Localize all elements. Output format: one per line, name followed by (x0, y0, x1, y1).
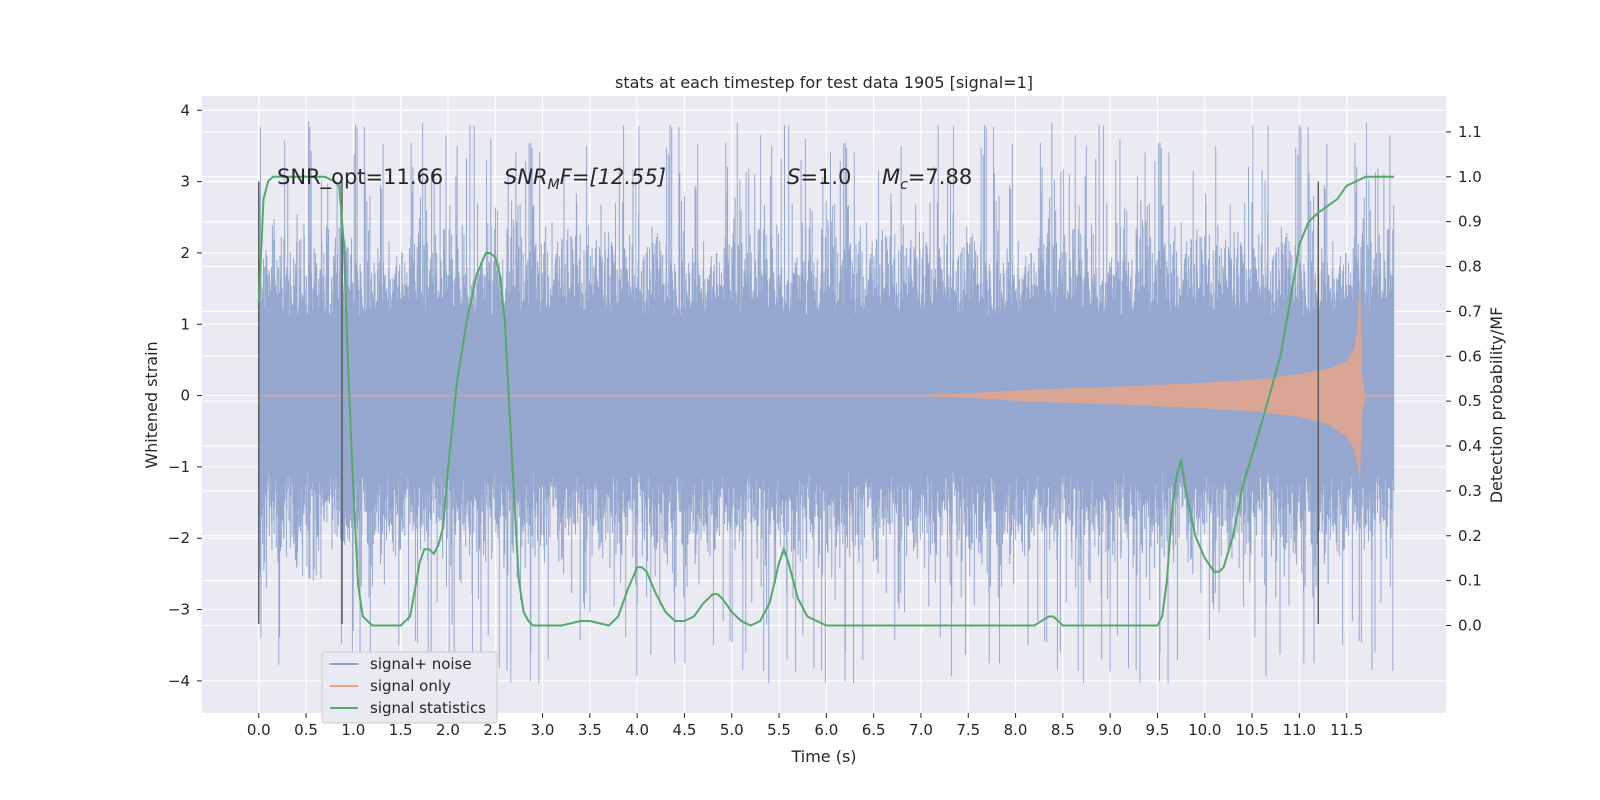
y-left-tick-label: 1 (180, 315, 190, 333)
y-right-tick-label: 0.6 (1458, 347, 1482, 365)
y-right-tick-label: 0.5 (1458, 392, 1482, 410)
y-right-tick-label: 0.8 (1458, 258, 1482, 276)
x-tick-label: 7.0 (909, 721, 933, 739)
annotation-s: S=1.0 (787, 165, 851, 189)
x-tick-label: 1.5 (389, 721, 413, 739)
x-tick-label: 3.0 (531, 721, 555, 739)
y-axis-left-ticks: −4 −3 −2 −1 0 1 2 3 4 (168, 101, 202, 690)
legend: signal+ noise signal only signal statist… (321, 651, 498, 724)
y-left-tick-label: −2 (168, 529, 190, 547)
x-tick-label: 0.0 (247, 721, 271, 739)
y-right-tick-label: 0.9 (1458, 213, 1482, 231)
x-tick-label: 5.0 (720, 721, 744, 739)
annotation-snr-mf: SNRMF=[12.55] (504, 165, 666, 193)
y-left-tick-label: 4 (180, 101, 190, 119)
x-tick-label: 10.0 (1188, 721, 1221, 739)
y-right-tick-label: 0.7 (1458, 302, 1482, 320)
annotation-mc-subscript: c (900, 177, 908, 193)
annotation-mc: Mc=7.88 (882, 165, 972, 193)
x-tick-label: 9.5 (1146, 721, 1170, 739)
vertical-markers (258, 181, 1319, 624)
x-tick-label: 2.5 (483, 721, 507, 739)
x-tick-label: 6.0 (814, 721, 838, 739)
series-signal-only (258, 260, 1394, 485)
y-axis-right-ticks: 0.0 0.1 0.2 0.3 0.4 0.5 0.6 0.7 0.8 0.9 1.0 1.1 (1446, 123, 1482, 634)
annotation-snr-mf-symbol: SNR (504, 165, 548, 189)
annotation-mc-value: =7.88 (908, 165, 972, 189)
y-left-tick-label: −4 (168, 672, 190, 690)
x-tick-label: 7.5 (956, 721, 980, 739)
y-right-tick-label: 0.0 (1458, 616, 1482, 634)
annotation-snr-mf-subscript: M (548, 177, 560, 193)
legend-label-signal-only: signal only (370, 677, 451, 695)
y-axis-left-label: Whitened strain (142, 341, 161, 468)
y-right-tick-label: 0.3 (1458, 482, 1482, 500)
x-tick-label: 4.0 (625, 721, 649, 739)
x-axis-label: Time (s) (790, 747, 856, 766)
y-left-tick-label: 0 (180, 387, 190, 405)
y-right-tick-label: 0.4 (1458, 437, 1482, 455)
annotations: SNR_opt=11.66 SNRMF=[12.55] S=1.0 Mc=7.8… (277, 165, 972, 193)
legend-label-signal-statistics: signal statistics (370, 699, 486, 717)
y-left-tick-label: −1 (168, 458, 190, 476)
signal-statistics-line (257, 175, 1394, 627)
legend-label-signal-plus-noise: signal+ noise (370, 655, 472, 673)
annotation-s-value: =1.0 (800, 165, 851, 189)
x-tick-label: 6.5 (862, 721, 886, 739)
x-axis-ticks: 0.0 0.5 1.0 1.5 2.0 2.5 3.0 3.5 4.0 4.5 5.0 5.5 6.0 6… (247, 713, 1363, 739)
y-right-tick-label: 1.0 (1458, 168, 1482, 186)
annotation-snr-mf-f: F=[12.55] (560, 165, 666, 189)
x-tick-label: 5.5 (767, 721, 791, 739)
y-right-tick-label: 1.1 (1458, 123, 1482, 141)
x-tick-label: 8.5 (1051, 721, 1075, 739)
x-tick-label: 10.5 (1235, 721, 1268, 739)
y-right-tick-label: 0.2 (1458, 527, 1482, 545)
x-tick-label: 0.5 (294, 721, 318, 739)
y-axis-right-label: Detection probability/MF (1487, 307, 1506, 504)
y-right-tick-label: 0.1 (1458, 572, 1482, 590)
series-signal-statistics (257, 175, 1394, 627)
annotation-s-symbol: S (787, 165, 800, 189)
x-tick-label: 8.0 (1004, 721, 1028, 739)
chart-title: stats at each timestep for test data 190… (615, 73, 1033, 92)
legend-box (321, 651, 498, 724)
y-left-tick-label: −3 (168, 601, 190, 619)
x-tick-label: 4.5 (673, 721, 697, 739)
annotation-snr-opt: SNR_opt=11.66 (277, 165, 443, 190)
x-tick-label: 11.0 (1283, 721, 1316, 739)
y-left-tick-label: 3 (180, 173, 190, 191)
x-tick-label: 1.0 (341, 721, 365, 739)
y-left-tick-label: 2 (180, 244, 190, 262)
x-tick-label: 2.0 (436, 721, 460, 739)
x-tick-label: 3.5 (578, 721, 602, 739)
x-tick-label: 9.0 (1098, 721, 1122, 739)
annotation-mc-symbol: M (882, 165, 900, 189)
x-tick-label: 11.5 (1330, 721, 1363, 739)
